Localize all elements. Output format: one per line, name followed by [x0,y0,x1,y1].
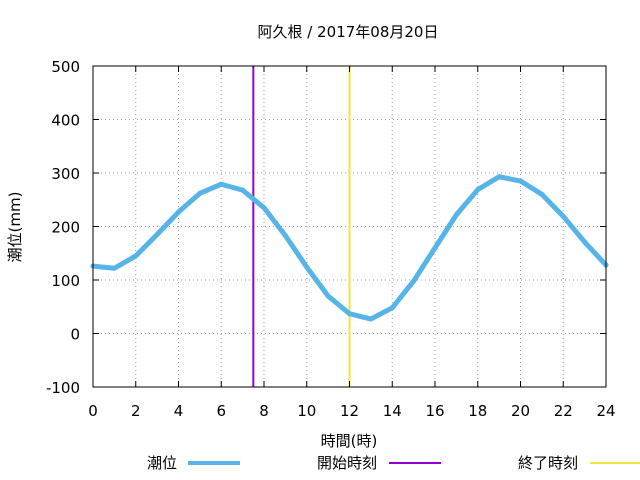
x-tick-label: 20 [511,402,530,420]
tide-data-point [453,212,459,218]
tide-data-point [133,253,139,259]
tide-data-point [304,264,310,270]
tide-data-point [560,213,566,219]
y-tick-label: 300 [51,165,80,183]
tide-data-point [518,178,523,184]
x-tick-label: 2 [131,402,141,420]
tide-data-point [176,209,181,215]
y-tick-label: -100 [46,379,80,397]
tide-data-point [432,245,438,251]
y-tick-label: 200 [51,219,80,237]
y-tick-label: 0 [70,326,80,344]
x-tick-label: 16 [425,402,444,420]
tide-data-point [389,305,395,311]
tide-data-point [218,181,224,187]
tide-data-point [475,187,481,193]
tide-data-point [240,187,246,193]
legend-label-3: 終了時刻 [518,454,578,472]
y-tick-label: 500 [51,58,80,76]
x-tick-label: 18 [468,402,487,420]
x-tick-label: 6 [216,402,226,420]
y-tick-label: 100 [51,272,80,290]
tide-data-point [539,191,545,197]
x-tick-label: 14 [383,402,402,420]
x-tick-label: 8 [259,402,269,420]
tide-data-point [282,233,288,239]
legend-label-1: 潮位 [147,454,177,472]
legend: 潮位 開始時刻 終了時刻 [147,454,640,472]
tide-data-point [325,293,331,299]
x-tick-label: 22 [554,402,573,420]
y-tick-label: 400 [51,112,80,130]
tide-data-point [154,232,160,238]
tide-data-point [111,265,117,271]
tide-data-point [261,205,267,211]
x-tick-label: 10 [297,402,316,420]
tide-data-point [197,190,203,196]
tide-data-point [582,239,588,245]
axis-ticks: 0 2 4 6 8 10 12 14 16 18 20 22 24-100010020030040050… [46,58,616,420]
x-axis-label: 時間(時) [321,432,378,450]
tide-data-point [347,311,352,317]
tide-data-point [368,316,374,322]
legend-label-2: 開始時刻 [317,454,377,472]
x-tick-label: 4 [174,402,184,420]
time-markers [252,66,351,387]
x-tick-label: 12 [340,402,359,420]
x-tick-label: 0 [88,402,98,420]
tide-data-point [411,278,417,284]
tide-data-point [496,174,502,180]
series-lines [90,174,609,322]
y-axis-label: 潮位(mm) [6,192,24,263]
chart-title: 阿久根 / 2017年08月20日 [258,23,439,41]
x-tick-label: 24 [596,402,615,420]
